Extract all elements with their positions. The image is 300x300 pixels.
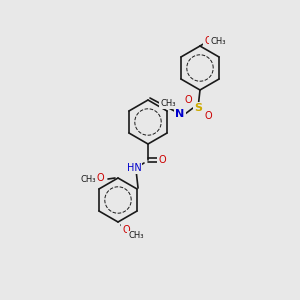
Text: O: O (204, 111, 212, 121)
Text: HN: HN (127, 163, 141, 173)
Text: O: O (158, 155, 166, 165)
Text: CH₃: CH₃ (210, 37, 226, 46)
Text: O: O (122, 225, 130, 235)
Text: O: O (96, 173, 104, 183)
Text: CH₃: CH₃ (160, 100, 176, 109)
Text: CH₃: CH₃ (80, 176, 96, 184)
Text: CH₃: CH₃ (128, 232, 144, 241)
Text: O: O (184, 95, 192, 105)
Text: S: S (194, 103, 202, 113)
Text: N: N (176, 109, 184, 119)
Text: O: O (204, 36, 212, 46)
